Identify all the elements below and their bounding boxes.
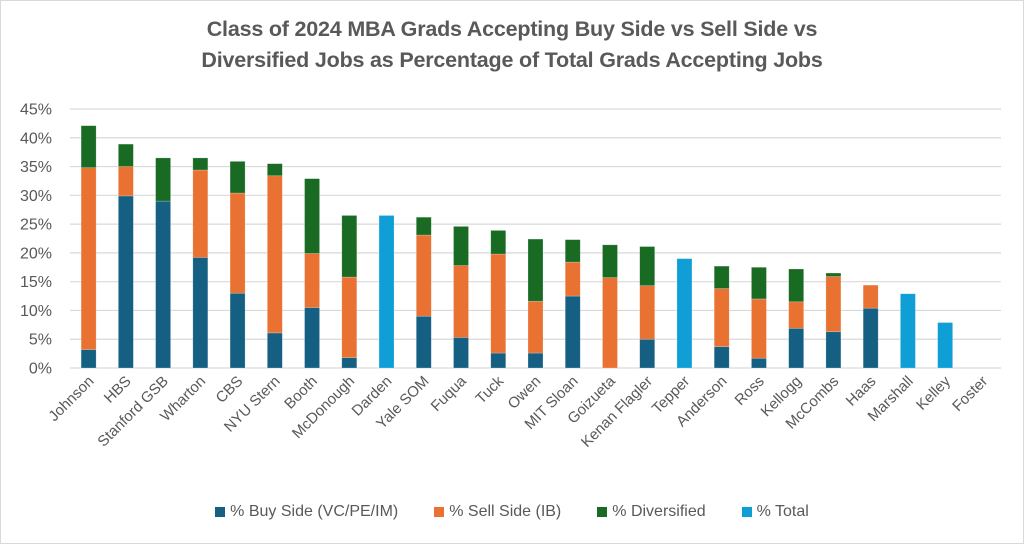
bar-segment-buy-side: [155, 200, 171, 369]
bar-segment-sell-side: [118, 166, 134, 197]
x-tick-label: CBS: [213, 373, 247, 407]
bar-segment-diversified: [602, 244, 618, 278]
legend-swatch: [434, 507, 445, 517]
bar-segment-sell-side: [341, 276, 358, 358]
bar-segment-diversified: [825, 272, 842, 277]
bar-segment-sell-side: [192, 169, 209, 258]
bar-segment-sell-side: [602, 277, 618, 369]
y-tick-label: 40%: [20, 130, 52, 147]
bar-segment-total: [378, 215, 395, 369]
bar-segment-sell-side: [639, 285, 656, 340]
bar-segment-buy-side: [825, 331, 842, 369]
x-tick-label: Tuck: [472, 372, 507, 407]
bar-segment-sell-side: [862, 284, 879, 309]
bar-segment-diversified: [80, 125, 97, 169]
chart-title-line-2: Diversified Jobs as Percentage of Total …: [201, 48, 823, 72]
bar-segment-sell-side: [80, 167, 97, 350]
legend-item: % Total: [741, 503, 809, 521]
legend-swatch: [597, 507, 608, 517]
x-tick-label: Kelley: [913, 372, 954, 413]
bars: [80, 125, 953, 369]
bar-segment-sell-side: [415, 234, 432, 317]
legend-label: % Sell Side (IB): [449, 503, 562, 520]
bar-segment-buy-side: [80, 349, 97, 369]
bar-segment-buy-side: [229, 292, 246, 369]
chart-title: Class of 2024 MBA Grads Accepting Buy Si…: [0, 14, 1024, 76]
legend-label: % Total: [756, 503, 809, 520]
legend-swatch: [741, 507, 752, 517]
bar-segment-sell-side: [229, 192, 246, 294]
y-tick-label: 35%: [20, 159, 52, 176]
bar-segment-buy-side: [192, 257, 209, 369]
y-tick-label: 5%: [29, 332, 52, 349]
legend-item: % Diversified: [597, 503, 706, 521]
bar-segment-buy-side: [788, 327, 804, 369]
bar-segment-diversified: [155, 157, 171, 202]
chart-title-line-1: Class of 2024 MBA Grads Accepting Buy Si…: [206, 17, 818, 41]
y-axis: 0% 5% 10% 15% 20% 25% 30% 35% 40% 45%: [20, 102, 52, 378]
legend-label: % Buy Side (VC/PE/IM): [230, 503, 399, 520]
bar-segment-buy-side: [453, 337, 469, 369]
bar-segment-sell-side: [527, 300, 544, 354]
bar-segment-diversified: [267, 163, 283, 177]
x-tick-label: Foster: [949, 373, 991, 415]
legend-item: % Sell Side (IB): [434, 503, 561, 521]
legend: % Buy Side (VC/PE/IM) % Sell Side (IB) % D…: [0, 503, 1024, 521]
bar-segment-total: [900, 293, 916, 369]
legend-item: % Buy Side (VC/PE/IM): [215, 503, 398, 521]
bar-segment-buy-side: [490, 352, 507, 369]
bar-segment-buy-side: [415, 315, 432, 369]
y-tick-label: 0%: [29, 361, 52, 378]
bar-segment-sell-side: [453, 265, 469, 338]
bar-segment-buy-side: [751, 357, 767, 369]
bar-segment-sell-side: [304, 253, 320, 308]
bar-segment-sell-side: [751, 298, 767, 359]
x-tick-label: HBS: [101, 373, 135, 407]
x-tick-label: Fuqua: [428, 372, 471, 415]
bar-segment-diversified: [341, 215, 358, 278]
bar-segment-buy-side: [713, 346, 730, 369]
bar-segment-diversified: [564, 239, 581, 263]
bar-segment-diversified: [527, 238, 544, 302]
bar-segment-diversified: [751, 266, 767, 300]
bar-segment-diversified: [304, 178, 320, 254]
legend-label: % Diversified: [612, 503, 706, 520]
y-tick-label: 30%: [20, 188, 52, 205]
bar-segment-buy-side: [639, 338, 656, 369]
bar-segment-sell-side: [825, 276, 842, 333]
bar-segment-sell-side: [713, 288, 730, 348]
bar-segment-diversified: [453, 226, 469, 266]
bar-segment-diversified: [192, 157, 209, 171]
bar-segment-diversified: [118, 143, 134, 167]
bar-segment-total: [676, 258, 693, 369]
bar-segment-buy-side: [564, 295, 581, 369]
y-tick-label: 15%: [20, 274, 52, 291]
bar-segment-buy-side: [267, 332, 283, 369]
bar-segment-buy-side: [118, 195, 134, 369]
bar-segment-sell-side: [564, 261, 581, 297]
bar-segment-diversified: [713, 265, 730, 289]
y-tick-label: 20%: [20, 245, 52, 262]
y-tick-label: 25%: [20, 217, 52, 234]
y-tick-label: 45%: [20, 102, 52, 119]
bar-segment-sell-side: [267, 175, 283, 334]
bar-segment-buy-side: [862, 307, 879, 369]
bar-segment-diversified: [415, 216, 432, 236]
bar-segment-total: [937, 322, 953, 369]
bar-segment-diversified: [639, 246, 656, 286]
bar-segment-sell-side: [490, 253, 507, 354]
bar-segment-buy-side: [341, 357, 358, 369]
bar-segment-diversified: [788, 268, 804, 303]
bar-segment-sell-side: [788, 301, 804, 329]
y-tick-label: 10%: [20, 303, 52, 320]
bar-segment-diversified: [229, 161, 246, 194]
legend-swatch: [215, 507, 226, 517]
bar-segment-buy-side: [304, 307, 320, 369]
bar-segment-diversified: [490, 230, 507, 255]
x-tick-label: Johnson: [45, 373, 97, 425]
bar-segment-buy-side: [527, 352, 544, 369]
